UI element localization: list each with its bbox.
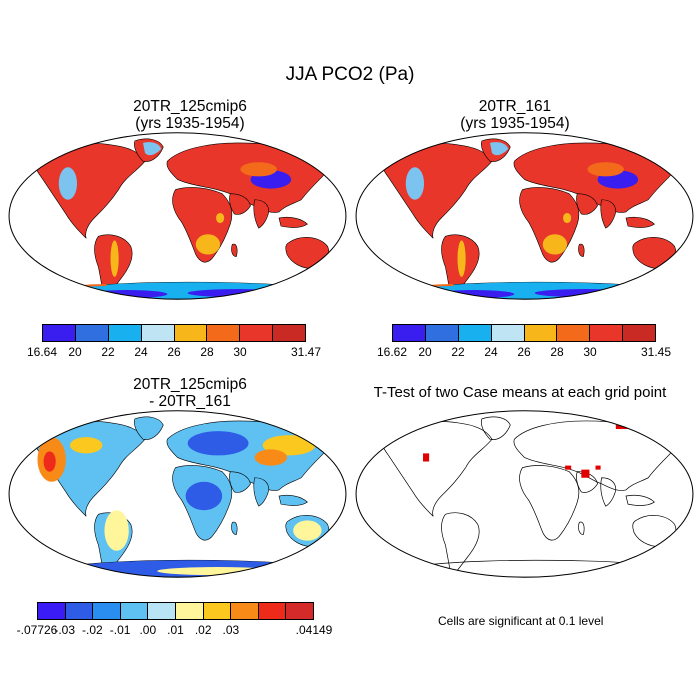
- colorbar-bottom-left-tick-label: -.07726: [16, 623, 58, 637]
- colorbar-bottom-left-segment: [65, 603, 94, 619]
- colorbar-top-right-tick-label: 31.45: [640, 345, 672, 359]
- colorbar-top-right-tick-label: 30: [583, 345, 597, 359]
- colorbar-bottom-left-segment: [286, 603, 313, 619]
- colorbar-bottom-left-tick-label: -.02: [82, 623, 103, 637]
- central-asia-patch: [587, 162, 624, 177]
- panel-title-bottom-left-main: 20TR_125cmip6: [133, 376, 247, 393]
- panel-title-bottom-left-diff: - 20TR_161: [149, 393, 231, 410]
- colorbar-top-left-tick-label: 28: [200, 345, 214, 359]
- colorbar-bottom-left-segment: [175, 603, 204, 619]
- colorbar-bottom-left-tick-label: .03: [222, 623, 240, 637]
- colorbar-top-left-tick-label: 24: [134, 345, 148, 359]
- colorbar-bottom-left-segment: [203, 603, 232, 619]
- colorbar-top-right-tick-label: 22: [451, 345, 465, 359]
- map-bottom-left-difference: [8, 410, 347, 578]
- south-africa-patch: [542, 234, 568, 255]
- colorbar-top-right-tick-label: 26: [517, 345, 531, 359]
- colorbar-top-right: [392, 324, 656, 342]
- figure-title: JJA PCO2 (Pa): [285, 64, 415, 85]
- panel-title-top-right-main: 20TR_161: [478, 98, 552, 115]
- colorbar-top-left-segment: [108, 325, 142, 341]
- colorbar-top-right-segment: [393, 325, 426, 341]
- east-africa-patch: [216, 212, 225, 224]
- map-top-right: [355, 132, 694, 300]
- colorbar-top-right-segment: [491, 325, 525, 341]
- map-bottom-right-ttest: [355, 410, 694, 578]
- south-africa-patch: [195, 234, 221, 255]
- colorbar-top-right-tick-label: 24: [484, 345, 498, 359]
- colorbar-top-left-tick-label: 16.64: [26, 345, 58, 359]
- colorbar-top-right-segment: [524, 325, 558, 341]
- colorbar-top-left-tick-label: 31.47: [290, 345, 322, 359]
- colorbar-top-left-segment: [207, 325, 241, 341]
- panel-title-top-right-years: (yrs 1935-1954): [460, 115, 570, 132]
- colorbar-bottom-left-tick-label: -.01: [109, 623, 131, 637]
- colorbar-top-left: [42, 324, 306, 342]
- colorbar-bottom-left-segment: [148, 603, 176, 619]
- panel-title-bottom-left: 20TR_125cmip6 - 20TR_161: [20, 376, 360, 410]
- east-africa-patch: [563, 212, 572, 224]
- colorbar-bottom-left-segment: [38, 603, 66, 619]
- sig-cell-arabia: [581, 469, 590, 478]
- colorbar-top-left-tick-label: 22: [101, 345, 115, 359]
- colorbar-top-left-segment: [273, 325, 305, 341]
- colorbar-top-left-tick-label: 20: [68, 345, 82, 359]
- central-asia-patch: [240, 162, 277, 177]
- antarctica-cold-west: [433, 290, 515, 299]
- colorbar-bottom-left-tick-label: .02: [194, 623, 212, 637]
- colorbar-bottom-left-tick-label: -.03: [54, 623, 76, 637]
- colorbar-top-left-segment: [174, 325, 208, 341]
- sig-cell-mideast: [565, 465, 572, 470]
- colorbar-bottom-left-segment: [258, 603, 287, 619]
- panel-title-top-right: 20TR_161 (yrs 1935-1954): [345, 98, 685, 132]
- colorbar-bottom-left: [37, 602, 314, 620]
- panel-title-top-left-years: (yrs 1935-1954): [135, 115, 245, 132]
- andes-patch: [457, 240, 466, 277]
- colorbar-top-right-segment: [425, 325, 459, 341]
- colorbar-bottom-left-tick-label: .04149: [295, 623, 333, 637]
- colorbar-top-left-segment: [43, 325, 76, 341]
- colorbar-bottom-left-segment: [120, 603, 149, 619]
- sig-cell-iran: [595, 465, 601, 470]
- antarctica-cold-west: [86, 290, 168, 299]
- colorbar-top-left-segment: [141, 325, 175, 341]
- colorbar-top-left-tick-label: 30: [233, 345, 247, 359]
- colorbar-bottom-left-tick-label: .00: [139, 623, 157, 637]
- colorbar-top-right-segment: [458, 325, 492, 341]
- significance-note: Cells are significant at 0.1 level: [438, 614, 604, 628]
- colorbar-top-right-tick-label: 20: [418, 345, 432, 359]
- panel-title-bottom-right: T-Test of two Case means at each grid po…: [373, 384, 667, 401]
- colorbar-top-left-tick-label: 26: [167, 345, 181, 359]
- colorbar-top-right-tick-label: 28: [550, 345, 564, 359]
- eurasia-negative-patch: [187, 431, 249, 456]
- colorbar-top-left-segment: [75, 325, 109, 341]
- map-top-left: [8, 132, 347, 300]
- colorbar-top-right-segment: [623, 325, 655, 341]
- colorbar-top-right-segment: [557, 325, 591, 341]
- colorbar-top-right-segment: [590, 325, 624, 341]
- panel-title-top-left: 20TR_125cmip6 (yrs 1935-1954): [20, 98, 360, 132]
- sig-cell-na: [423, 453, 430, 462]
- colorbar-top-left-segment: [240, 325, 274, 341]
- na-rocky-cool-patch: [405, 167, 425, 200]
- africa-negative-patch: [185, 481, 223, 511]
- na-rocky-cool-patch: [58, 167, 78, 200]
- andes-patch: [110, 240, 119, 277]
- antarctica-positive-patch: [157, 567, 279, 576]
- colorbar-top-right-tick-label: 16.62: [376, 345, 408, 359]
- colorbar-bottom-left-tick-label: .01: [167, 623, 184, 637]
- colorbar-bottom-left-segment: [231, 603, 259, 619]
- panel-title-top-left-main: 20TR_125cmip6: [133, 98, 247, 115]
- colorbar-bottom-left-segment: [93, 603, 121, 619]
